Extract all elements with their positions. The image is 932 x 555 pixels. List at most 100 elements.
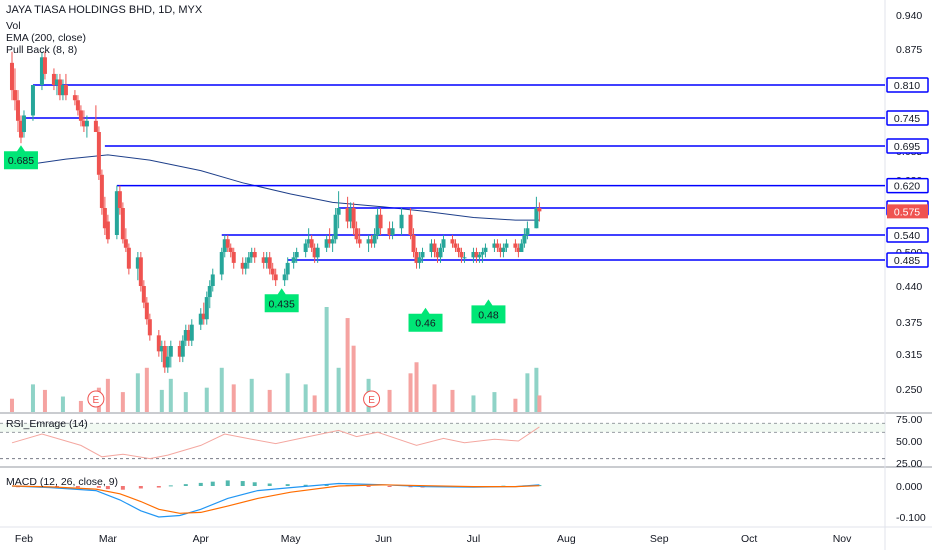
macd-histogram-bar bbox=[105, 486, 110, 490]
macd-tick-label: 0.000 bbox=[896, 481, 922, 493]
candle-body bbox=[477, 254, 482, 258]
candle-body bbox=[306, 239, 311, 244]
volume-bar bbox=[168, 378, 173, 412]
macd-histogram-bar bbox=[75, 486, 80, 488]
candle-body bbox=[144, 302, 149, 320]
candle-body bbox=[291, 257, 296, 263]
candle-body bbox=[456, 247, 461, 252]
pullback-tag-label: 0.435 bbox=[269, 298, 295, 310]
time-tick-label: Jun bbox=[375, 533, 392, 545]
symbol-title: JAYA TIASA HOLDINGS BHD, 1D, MYX bbox=[6, 4, 203, 16]
candle-body bbox=[12, 90, 17, 101]
candle-body bbox=[498, 247, 503, 252]
volume-bar bbox=[183, 392, 188, 412]
volume-bar bbox=[249, 378, 254, 412]
candle-body bbox=[513, 243, 518, 248]
volume-bar bbox=[9, 398, 14, 412]
candle-body bbox=[51, 73, 56, 85]
candle-body bbox=[441, 239, 446, 248]
time-tick-label: Mar bbox=[99, 533, 118, 545]
pullback-tag bbox=[264, 288, 299, 313]
candle-body bbox=[348, 208, 353, 222]
candle-body bbox=[84, 120, 89, 127]
time-tick-label: Aug bbox=[557, 533, 576, 545]
candle-body bbox=[219, 252, 224, 275]
volume-bar bbox=[351, 345, 356, 412]
volume-bar bbox=[408, 373, 413, 412]
volume-bar bbox=[78, 400, 83, 412]
candle-body bbox=[417, 257, 422, 263]
candle-body bbox=[330, 239, 335, 244]
candle-body bbox=[537, 208, 542, 212]
time-tick-label: Nov bbox=[833, 533, 852, 545]
candle-body bbox=[141, 286, 146, 303]
earnings-marker-label: E bbox=[93, 395, 100, 406]
candle-body bbox=[168, 346, 173, 357]
candle-body bbox=[495, 243, 500, 248]
candle-body bbox=[504, 243, 509, 248]
macd-line bbox=[11, 482, 540, 518]
candle-body bbox=[246, 257, 251, 263]
level-price-tag bbox=[886, 110, 929, 126]
macd-histogram-bar bbox=[408, 486, 413, 488]
candle-body bbox=[429, 243, 434, 252]
candle-body bbox=[420, 252, 425, 258]
volume-bar bbox=[60, 396, 65, 412]
candle-body bbox=[126, 247, 131, 269]
volume-bar bbox=[432, 384, 437, 412]
rsi-tick-label: 25.00 bbox=[896, 458, 922, 470]
price-tick-label: 0.440 bbox=[896, 281, 922, 293]
candle-body bbox=[315, 247, 320, 258]
volume-bar bbox=[159, 389, 164, 412]
time-tick-label: Sep bbox=[650, 533, 669, 545]
ema-200-line bbox=[11, 154, 540, 221]
volume-bar bbox=[534, 367, 539, 412]
candle-body bbox=[438, 247, 443, 258]
rsi-tick-label: 50.00 bbox=[896, 436, 922, 448]
candle-body bbox=[333, 214, 338, 240]
rsi-line bbox=[11, 426, 540, 460]
volume-bar bbox=[450, 389, 455, 412]
level-price-label: 0.540 bbox=[894, 230, 920, 242]
price-tick-label: 0.315 bbox=[896, 349, 922, 361]
volume-bar bbox=[267, 389, 272, 412]
candle-body bbox=[411, 235, 416, 252]
macd-histogram-bar bbox=[183, 484, 188, 486]
candle-body bbox=[267, 257, 272, 269]
candle-body bbox=[345, 208, 350, 222]
candle-body bbox=[177, 346, 182, 357]
macd-histogram-bar bbox=[267, 483, 272, 486]
candle-body bbox=[180, 340, 185, 357]
candle-body bbox=[189, 324, 194, 341]
volume-bar bbox=[471, 395, 476, 412]
candle-body bbox=[414, 252, 419, 263]
candle-body bbox=[198, 313, 203, 325]
volume-bar bbox=[537, 395, 542, 412]
volume-bar bbox=[144, 367, 149, 412]
volume-bar bbox=[285, 373, 290, 412]
time-tick-label: Apr bbox=[193, 533, 210, 545]
candle-body bbox=[138, 257, 143, 286]
candle-body bbox=[102, 208, 107, 229]
candle-body bbox=[54, 79, 59, 85]
level-price-label: 0.485 bbox=[894, 255, 920, 267]
macd-histogram-bar bbox=[387, 486, 392, 487]
candle-body bbox=[366, 239, 371, 244]
pullback-tag-label: 0.48 bbox=[478, 309, 499, 321]
volume-bar bbox=[135, 373, 140, 412]
price-tick-label: 0.940 bbox=[896, 10, 922, 22]
candle-body bbox=[123, 239, 128, 248]
volume-bar bbox=[414, 362, 419, 412]
earnings-marker bbox=[363, 390, 381, 408]
macd-histogram-bar bbox=[168, 485, 173, 487]
macd-histogram-bar bbox=[252, 482, 257, 486]
pullback-legend: Pull Back (8, 8) bbox=[6, 44, 78, 56]
candle-body bbox=[210, 274, 215, 286]
candle-body bbox=[42, 57, 47, 74]
pullback-tag-label: 0.46 bbox=[415, 318, 436, 330]
candle-body bbox=[75, 100, 80, 111]
candle-body bbox=[93, 120, 98, 132]
rsi-band bbox=[0, 423, 885, 433]
